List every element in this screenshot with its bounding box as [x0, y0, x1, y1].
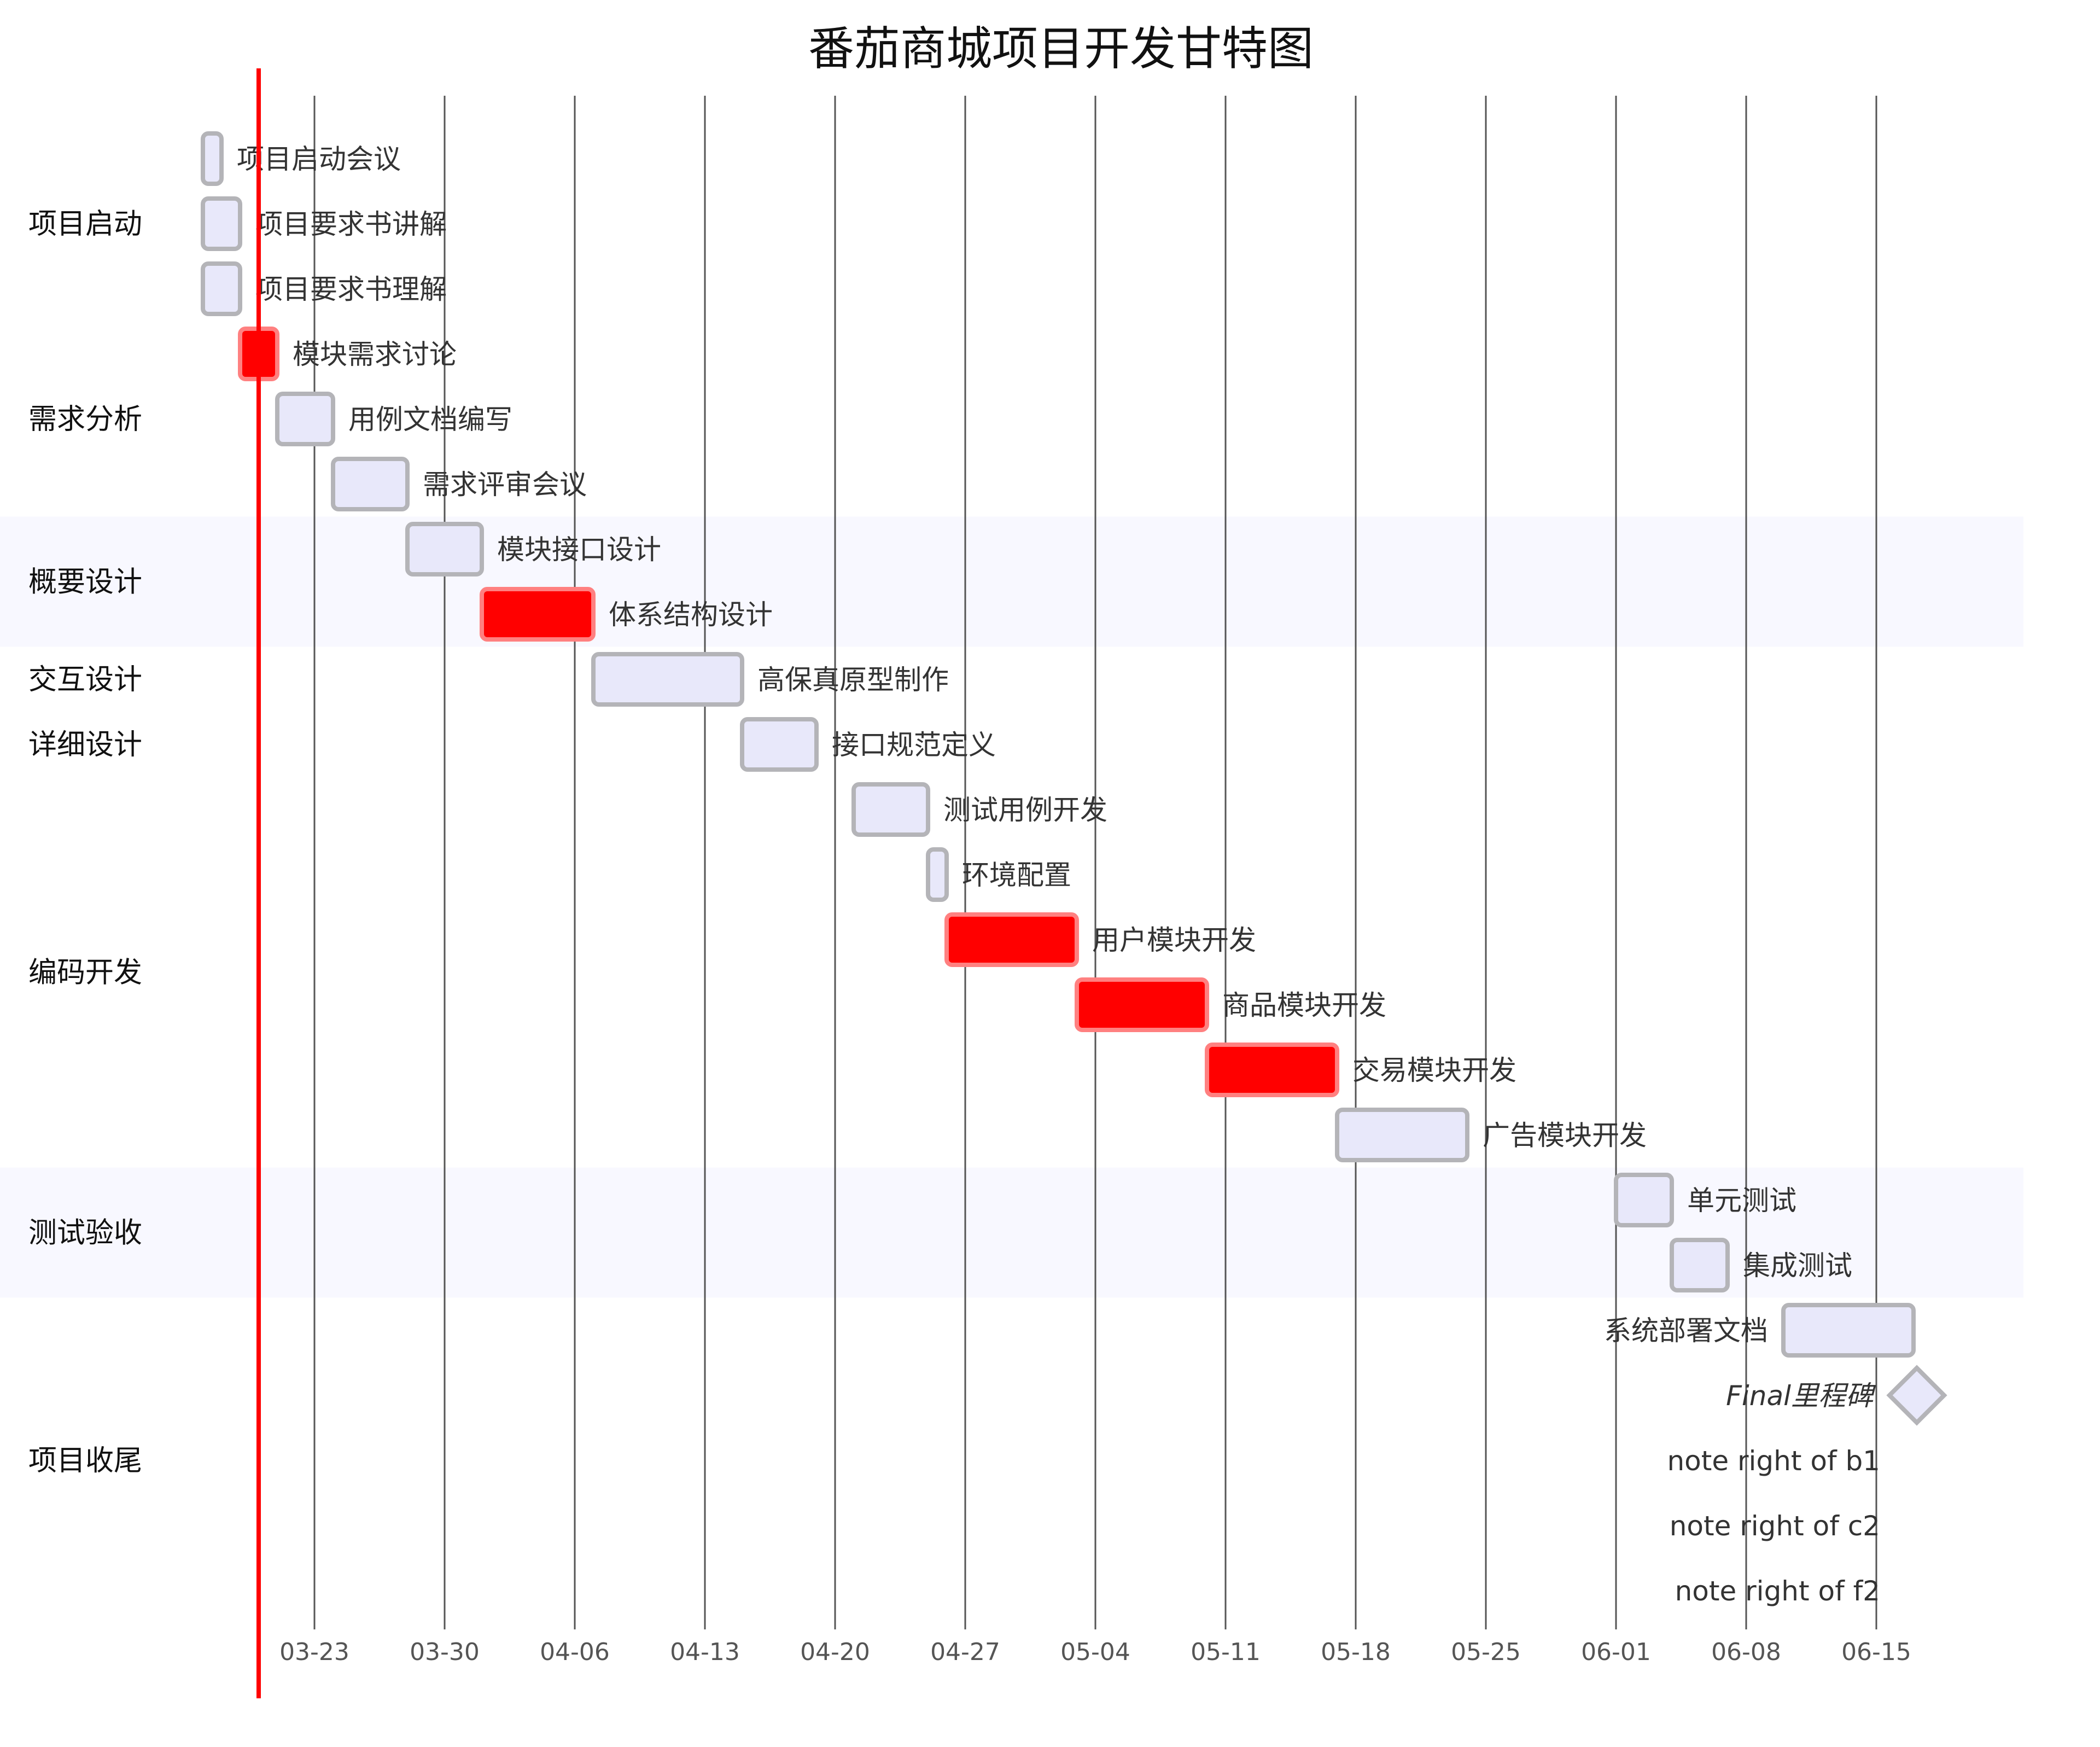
x-axis-ticks: 03-23 03-30 04-06 04-13 04-20 04-27 05-04 05-11…: [279, 1638, 1911, 1666]
x-tick-label: 06-15: [1841, 1638, 1911, 1666]
task-label: 广告模块开发: [1483, 1120, 1647, 1151]
task-label: 项目启动会议: [237, 143, 401, 175]
task-label: 集成测试: [1743, 1250, 1852, 1282]
note-label: note right of c2: [1670, 1510, 1880, 1542]
section-label: 交互设计: [28, 663, 142, 696]
section-label: 详细设计: [28, 729, 142, 761]
critical-task-bar: [1205, 1043, 1339, 1097]
x-tick-label: 06-08: [1711, 1638, 1781, 1666]
task-labels: 项目启动会议项目要求书讲解项目要求书理解模块需求讨论用例文档编写需求评审会议模块…: [237, 143, 1880, 1607]
x-tick-label: 03-23: [279, 1638, 349, 1666]
task-label: 项目要求书讲解: [255, 208, 447, 240]
x-tick-label: 04-27: [930, 1638, 1000, 1666]
task-bar: [201, 196, 242, 251]
task-bar: [405, 522, 484, 576]
x-tick-label: 04-06: [540, 1638, 610, 1666]
x-tick-label: 06-01: [1581, 1638, 1651, 1666]
grid-lines: [313, 96, 1877, 1629]
section-band: [0, 516, 2023, 647]
task-label: 项目要求书理解: [255, 273, 447, 305]
chart-title: 番茄商城项目开发甘特图: [808, 22, 1314, 75]
task-label: 交易模块开发: [1352, 1055, 1516, 1086]
x-tick-label: 05-04: [1060, 1638, 1130, 1666]
task-bar: [201, 131, 224, 186]
task-bar: [1781, 1303, 1916, 1358]
section-label: 编码开发: [28, 957, 142, 989]
section-label: 项目启动: [28, 208, 142, 241]
task-bar: [275, 392, 335, 446]
task-label: 单元测试: [1687, 1185, 1796, 1216]
section-label: 需求分析: [28, 403, 142, 436]
task-label: 高保真原型制作: [757, 664, 949, 696]
x-tick-label: 05-25: [1451, 1638, 1521, 1666]
x-tick-label: 04-20: [800, 1638, 870, 1666]
task-label: 模块接口设计: [497, 534, 661, 566]
task-label: 需求评审会议: [423, 469, 587, 500]
task-bar: [591, 652, 744, 707]
x-tick-label: 03-30: [410, 1638, 480, 1666]
task-bars: [201, 131, 1947, 1426]
task-bar: [1670, 1238, 1730, 1292]
critical-task-bar: [944, 912, 1079, 967]
section-label: 测试验收: [28, 1217, 142, 1250]
note-label: note right of b1: [1667, 1445, 1880, 1477]
task-bar: [201, 261, 242, 316]
section-label: 项目收尾: [28, 1445, 142, 1477]
task-label: 接口规范定义: [832, 729, 996, 761]
x-tick-label: 05-11: [1191, 1638, 1261, 1666]
task-label: 体系结构设计: [609, 599, 773, 631]
task-label: 用户模块开发: [1092, 924, 1256, 956]
milestone-marker: [1886, 1365, 1947, 1426]
task-label: 模块需求讨论: [293, 339, 457, 370]
task-label: 环境配置: [962, 859, 1071, 891]
section-bands: [0, 516, 2023, 1298]
milestone-label: Final里程碑: [1726, 1380, 1876, 1412]
critical-task-bar: [1075, 977, 1209, 1032]
task-label: 用例文档编写: [348, 404, 512, 435]
x-tick-label: 04-13: [670, 1638, 740, 1666]
task-bar: [740, 717, 819, 772]
section-label: 概要设计: [28, 566, 142, 599]
x-tick-label: 05-18: [1321, 1638, 1391, 1666]
task-bar: [1614, 1173, 1674, 1227]
task-label: 测试用例开发: [943, 794, 1107, 826]
task-bar: [331, 457, 410, 511]
critical-task-bar: [480, 587, 596, 642]
task-bar: [1335, 1108, 1469, 1162]
task-label: 商品模块开发: [1222, 989, 1386, 1021]
task-bar: [851, 782, 930, 837]
note-label: note right of f2: [1675, 1575, 1880, 1607]
task-label: 系统部署文档: [1604, 1315, 1768, 1347]
task-bar: [926, 847, 949, 902]
